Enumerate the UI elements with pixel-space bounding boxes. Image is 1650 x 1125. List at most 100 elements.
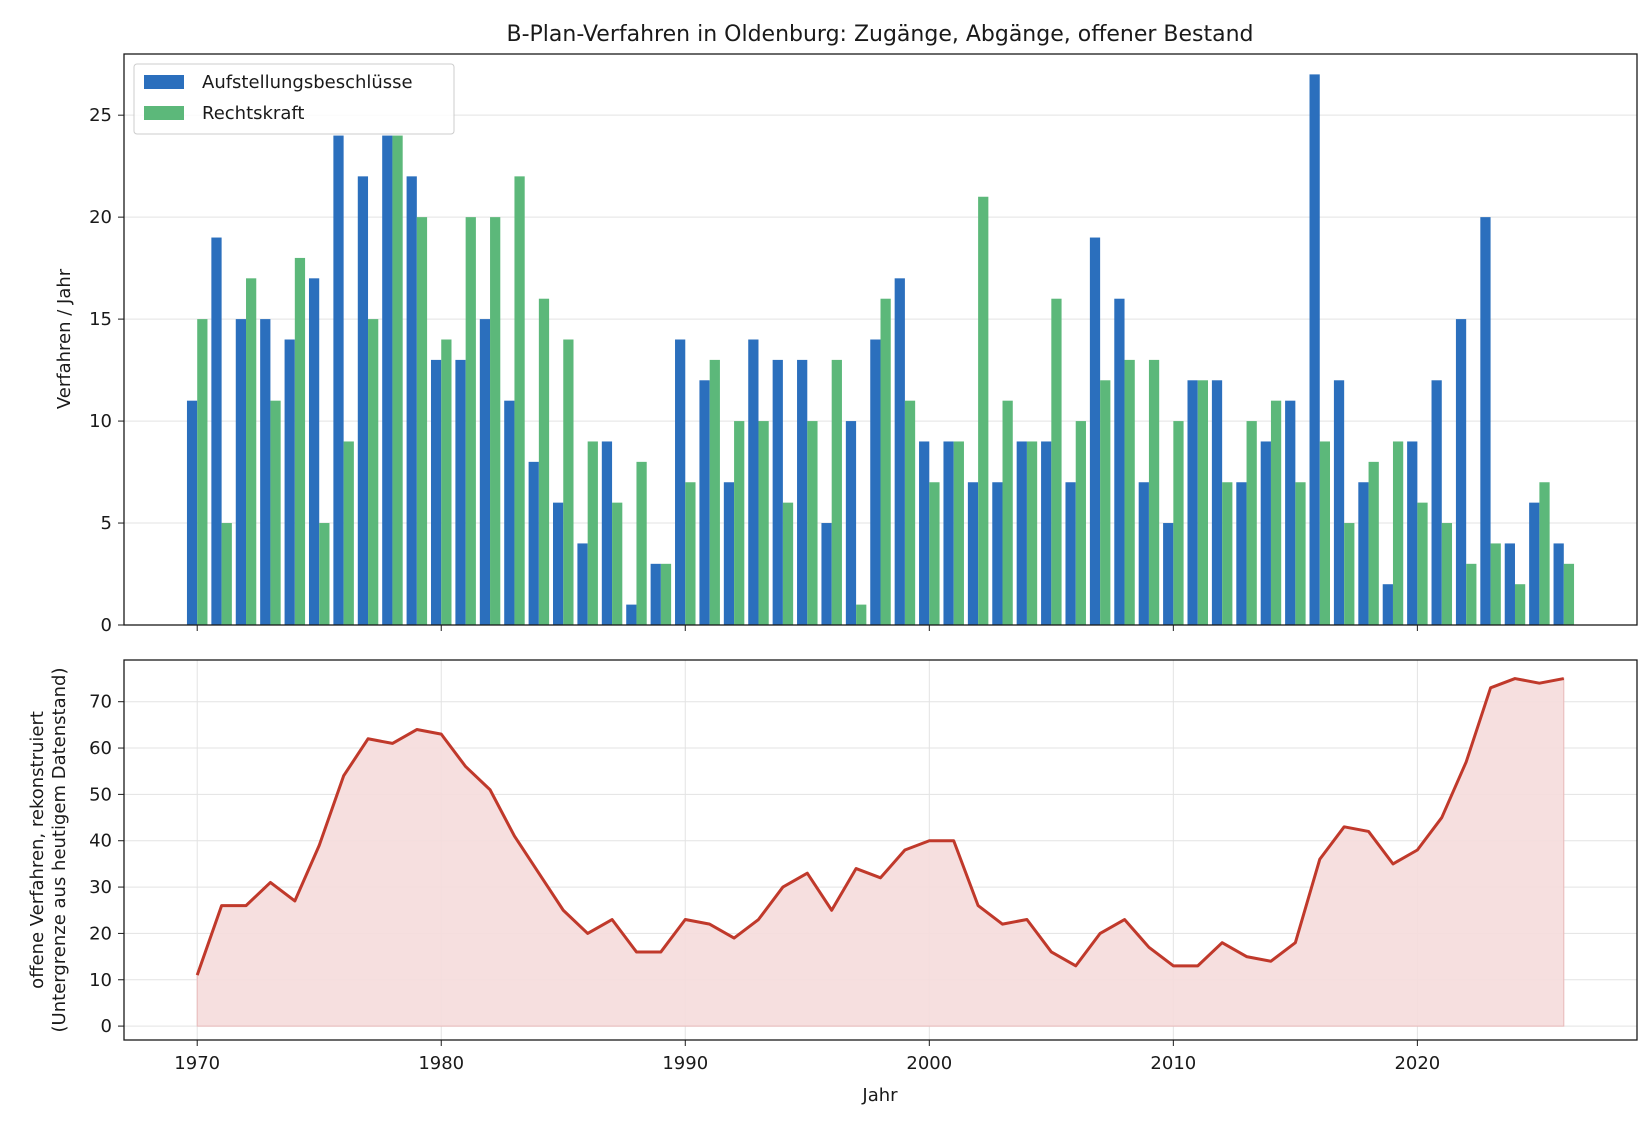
bar-rechtskraft [1417,502,1428,625]
bar-rechtskraft [1075,421,1086,625]
bar-rechtskraft [1344,523,1355,625]
legend: Aufstellungsbeschlüsse Rechtskraft [133,63,455,135]
bar-rechtskraft [1197,380,1208,625]
top-x-ticks [196,625,1418,631]
bar-rechtskraft [441,339,452,625]
bar-rechtskraft [1173,421,1184,625]
bottom-x-ticks: 1970 1980 1990 2000 2010 2020 [174,1040,1440,1074]
top-y-axis-label: Verfahren / Jahr [54,268,75,409]
bar-aufstellungsbeschluesse [845,421,857,625]
top-y-tick-label: 0 [101,615,112,636]
bar-rechtskraft [587,441,598,625]
top-y-tick-label: 25 [89,105,112,126]
bar-aufstellungsbeschluesse [675,339,686,625]
bottom-x-tick-label: 2010 [1150,1053,1196,1074]
bar-rechtskraft [929,482,940,625]
bar-aufstellungsbeschluesse [601,441,613,625]
bar-rechtskraft [660,563,672,625]
bar-aufstellungsbeschluesse [1041,441,1052,625]
bar-aufstellungsbeschluesse [1529,502,1540,625]
bar-aufstellungsbeschluesse [797,359,808,625]
bar-aufstellungsbeschluesse [406,176,417,625]
bar-rechtskraft [1246,421,1257,625]
bar-aufstellungsbeschluesse [1016,441,1027,625]
legend-box [133,63,455,135]
bar-aufstellungsbeschluesse [284,339,295,625]
bar-rechtskraft [1392,441,1404,625]
bar-aufstellungsbeschluesse [943,441,954,625]
bar-aufstellungsbeschluesse [967,482,979,625]
bar-aufstellungsbeschluesse [1260,441,1271,625]
bottom-plot-frame [123,659,1638,1041]
bar-aufstellungsbeschluesse [919,441,930,625]
bar-aufstellungsbeschluesse [1358,482,1369,625]
bar-aufstellungsbeschluesse [553,502,564,625]
bottom-chart: 0 10 20 30 40 50 60 70 1970 1980 1990 2000 2010 2020… [27,659,1638,1106]
bar-rechtskraft [1295,482,1306,625]
bar-rechtskraft [465,217,476,625]
bar-rechtskraft [343,441,354,625]
bar-rechtskraft [246,278,257,625]
bottom-y-ticks: 0 10 20 30 40 50 60 70 [89,692,124,1037]
bar-rechtskraft [514,176,525,625]
chart-title: B-Plan-Verfahren in Oldenburg: Zugänge, … [506,22,1253,47]
bar-rechtskraft [904,400,916,625]
bar-rechtskraft [1514,584,1526,625]
legend-label-rechtskraft: Rechtskraft [202,103,304,124]
bar-aufstellungsbeschluesse [894,278,905,625]
bar-aufstellungsbeschluesse [1333,380,1345,625]
bar-rechtskraft [319,523,330,625]
bar-rechtskraft [1148,359,1160,625]
bar-rechtskraft [368,319,379,625]
bar-rechtskraft [953,441,964,625]
bar-aufstellungsbeschluesse [1089,237,1101,626]
bar-rechtskraft [1124,359,1135,625]
bar-aufstellungsbeschluesse [992,482,1003,625]
bar-rechtskraft [1051,298,1062,625]
bottom-y-axis-label-line-1: offene Verfahren, rekonstruiert [27,711,48,989]
bar-rechtskraft [734,421,745,625]
bar-rechtskraft [685,482,696,625]
bar-rechtskraft [758,421,769,625]
bar-rechtskraft [709,359,720,625]
bar-rechtskraft [1368,461,1379,625]
bar-aufstellungsbeschluesse [260,319,271,625]
bar-rechtskraft [831,359,842,625]
top-bars [186,74,1575,626]
bar-rechtskraft [294,257,306,625]
bar-rechtskraft [221,523,232,625]
bottom-x-tick-label: 2020 [1394,1053,1440,1074]
bar-aufstellungsbeschluesse [430,359,442,625]
bar-aufstellungsbeschluesse [577,543,588,625]
bar-aufstellungsbeschluesse [479,319,491,625]
bar-rechtskraft [1100,380,1111,625]
bar-aufstellungsbeschluesse [1504,543,1515,625]
bar-rechtskraft [1319,441,1331,625]
bottom-y-axis-label-line-2: (Untergrenze aus heutigem Datenstand) [49,668,70,1033]
bar-aufstellungsbeschluesse [1187,380,1198,625]
bar-rechtskraft [636,461,647,625]
bottom-y-axis-label: offene Verfahren, rekonstruiert (Untergr… [27,668,70,1033]
bottom-x-tick-label: 1990 [662,1053,708,1074]
bottom-y-tick-label: 40 [89,831,112,852]
bar-rechtskraft [880,298,891,625]
legend-swatch-aufstellungsbeschluesse [144,75,184,89]
bar-aufstellungsbeschluesse [211,237,222,626]
bar-rechtskraft [1270,400,1282,625]
top-plot-frame [123,53,1638,626]
bottom-x-tick-label: 1970 [174,1053,220,1074]
bar-aufstellungsbeschluesse [1553,543,1564,625]
open-procedures-line [195,677,1565,976]
bar-rechtskraft [490,217,501,625]
bar-rechtskraft [563,339,574,625]
bar-aufstellungsbeschluesse [382,135,393,626]
bar-rechtskraft [807,421,818,625]
bar-aufstellungsbeschluesse [186,400,198,625]
bar-rechtskraft [612,502,623,625]
bar-rechtskraft [1026,441,1038,625]
top-y-tick-label: 10 [89,411,112,432]
bar-aufstellungsbeschluesse [1285,400,1296,625]
bar-aufstellungsbeschluesse [528,461,539,625]
bar-aufstellungsbeschluesse [333,135,344,626]
